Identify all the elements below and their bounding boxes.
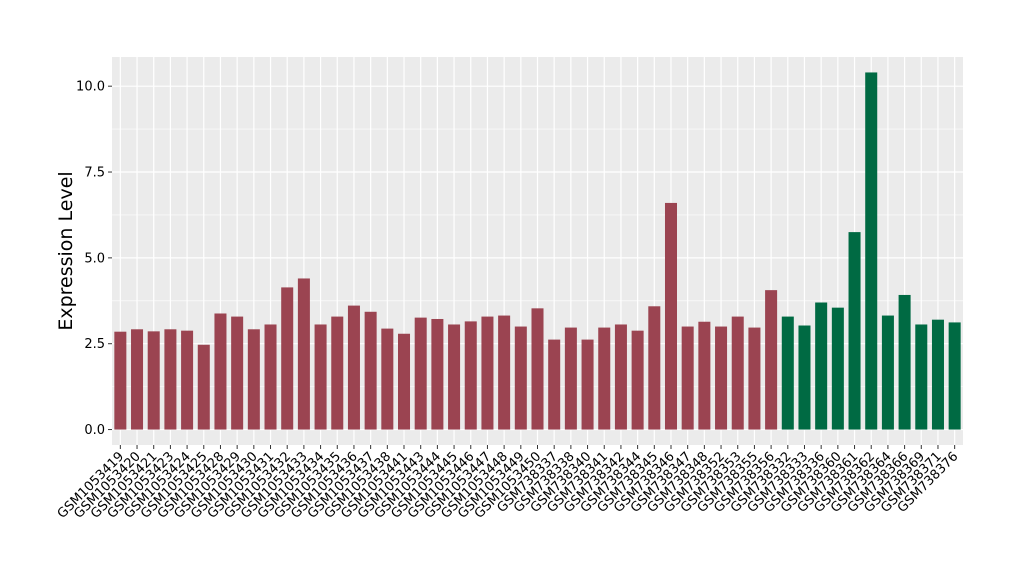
bar bbox=[798, 325, 811, 430]
bar bbox=[498, 315, 511, 430]
bar bbox=[297, 278, 310, 430]
bar bbox=[347, 305, 360, 430]
bar bbox=[831, 307, 844, 430]
bar bbox=[898, 294, 911, 430]
y-tick-label: 7.5 bbox=[84, 166, 105, 181]
bar bbox=[114, 331, 127, 430]
bar bbox=[181, 330, 194, 430]
x-axis: GSM1053419GSM1053420GSM1053421GSM1053423… bbox=[55, 445, 961, 522]
bar bbox=[247, 329, 260, 430]
bar bbox=[548, 339, 561, 430]
bar bbox=[581, 339, 594, 430]
bar bbox=[564, 327, 577, 430]
bar bbox=[865, 72, 878, 430]
bar bbox=[197, 344, 210, 430]
bar bbox=[364, 311, 377, 430]
bar bbox=[881, 315, 894, 430]
bar bbox=[314, 324, 327, 430]
bar bbox=[664, 202, 677, 430]
bar bbox=[815, 302, 828, 430]
bar bbox=[531, 308, 544, 430]
bar bbox=[131, 329, 144, 430]
bar bbox=[281, 287, 294, 430]
y-axis: 0.0 2.5 5.0 7.5 10.0 bbox=[76, 80, 112, 438]
bar bbox=[398, 333, 411, 430]
y-axis-title: Expression Level bbox=[55, 171, 77, 330]
y-tick-label: 5.0 bbox=[84, 251, 105, 266]
bar bbox=[464, 321, 477, 430]
bars bbox=[114, 72, 961, 430]
bar bbox=[147, 331, 160, 430]
bar bbox=[514, 326, 527, 430]
bar bbox=[448, 324, 461, 430]
bar bbox=[681, 326, 694, 430]
bar bbox=[164, 329, 177, 430]
bar bbox=[948, 322, 961, 430]
bar bbox=[931, 319, 944, 430]
y-tick-label: 2.5 bbox=[84, 337, 105, 352]
bar bbox=[231, 316, 244, 430]
bar bbox=[381, 328, 394, 430]
bar bbox=[214, 313, 227, 430]
bar bbox=[598, 327, 611, 430]
bar bbox=[264, 324, 277, 430]
bar bbox=[431, 318, 444, 430]
bar bbox=[648, 306, 661, 430]
bar bbox=[765, 290, 778, 430]
bar bbox=[614, 324, 627, 430]
y-tick-label: 0.0 bbox=[84, 423, 105, 438]
bar bbox=[698, 321, 711, 430]
bar bbox=[848, 232, 861, 430]
bar bbox=[481, 316, 494, 430]
bar bbox=[414, 317, 427, 430]
bar bbox=[731, 316, 744, 430]
bar bbox=[331, 316, 344, 430]
bar bbox=[915, 324, 928, 430]
bar bbox=[715, 326, 728, 430]
bar bbox=[748, 327, 761, 430]
bar bbox=[781, 316, 794, 430]
bar bbox=[631, 330, 644, 430]
y-tick-label: 10.0 bbox=[76, 80, 105, 95]
